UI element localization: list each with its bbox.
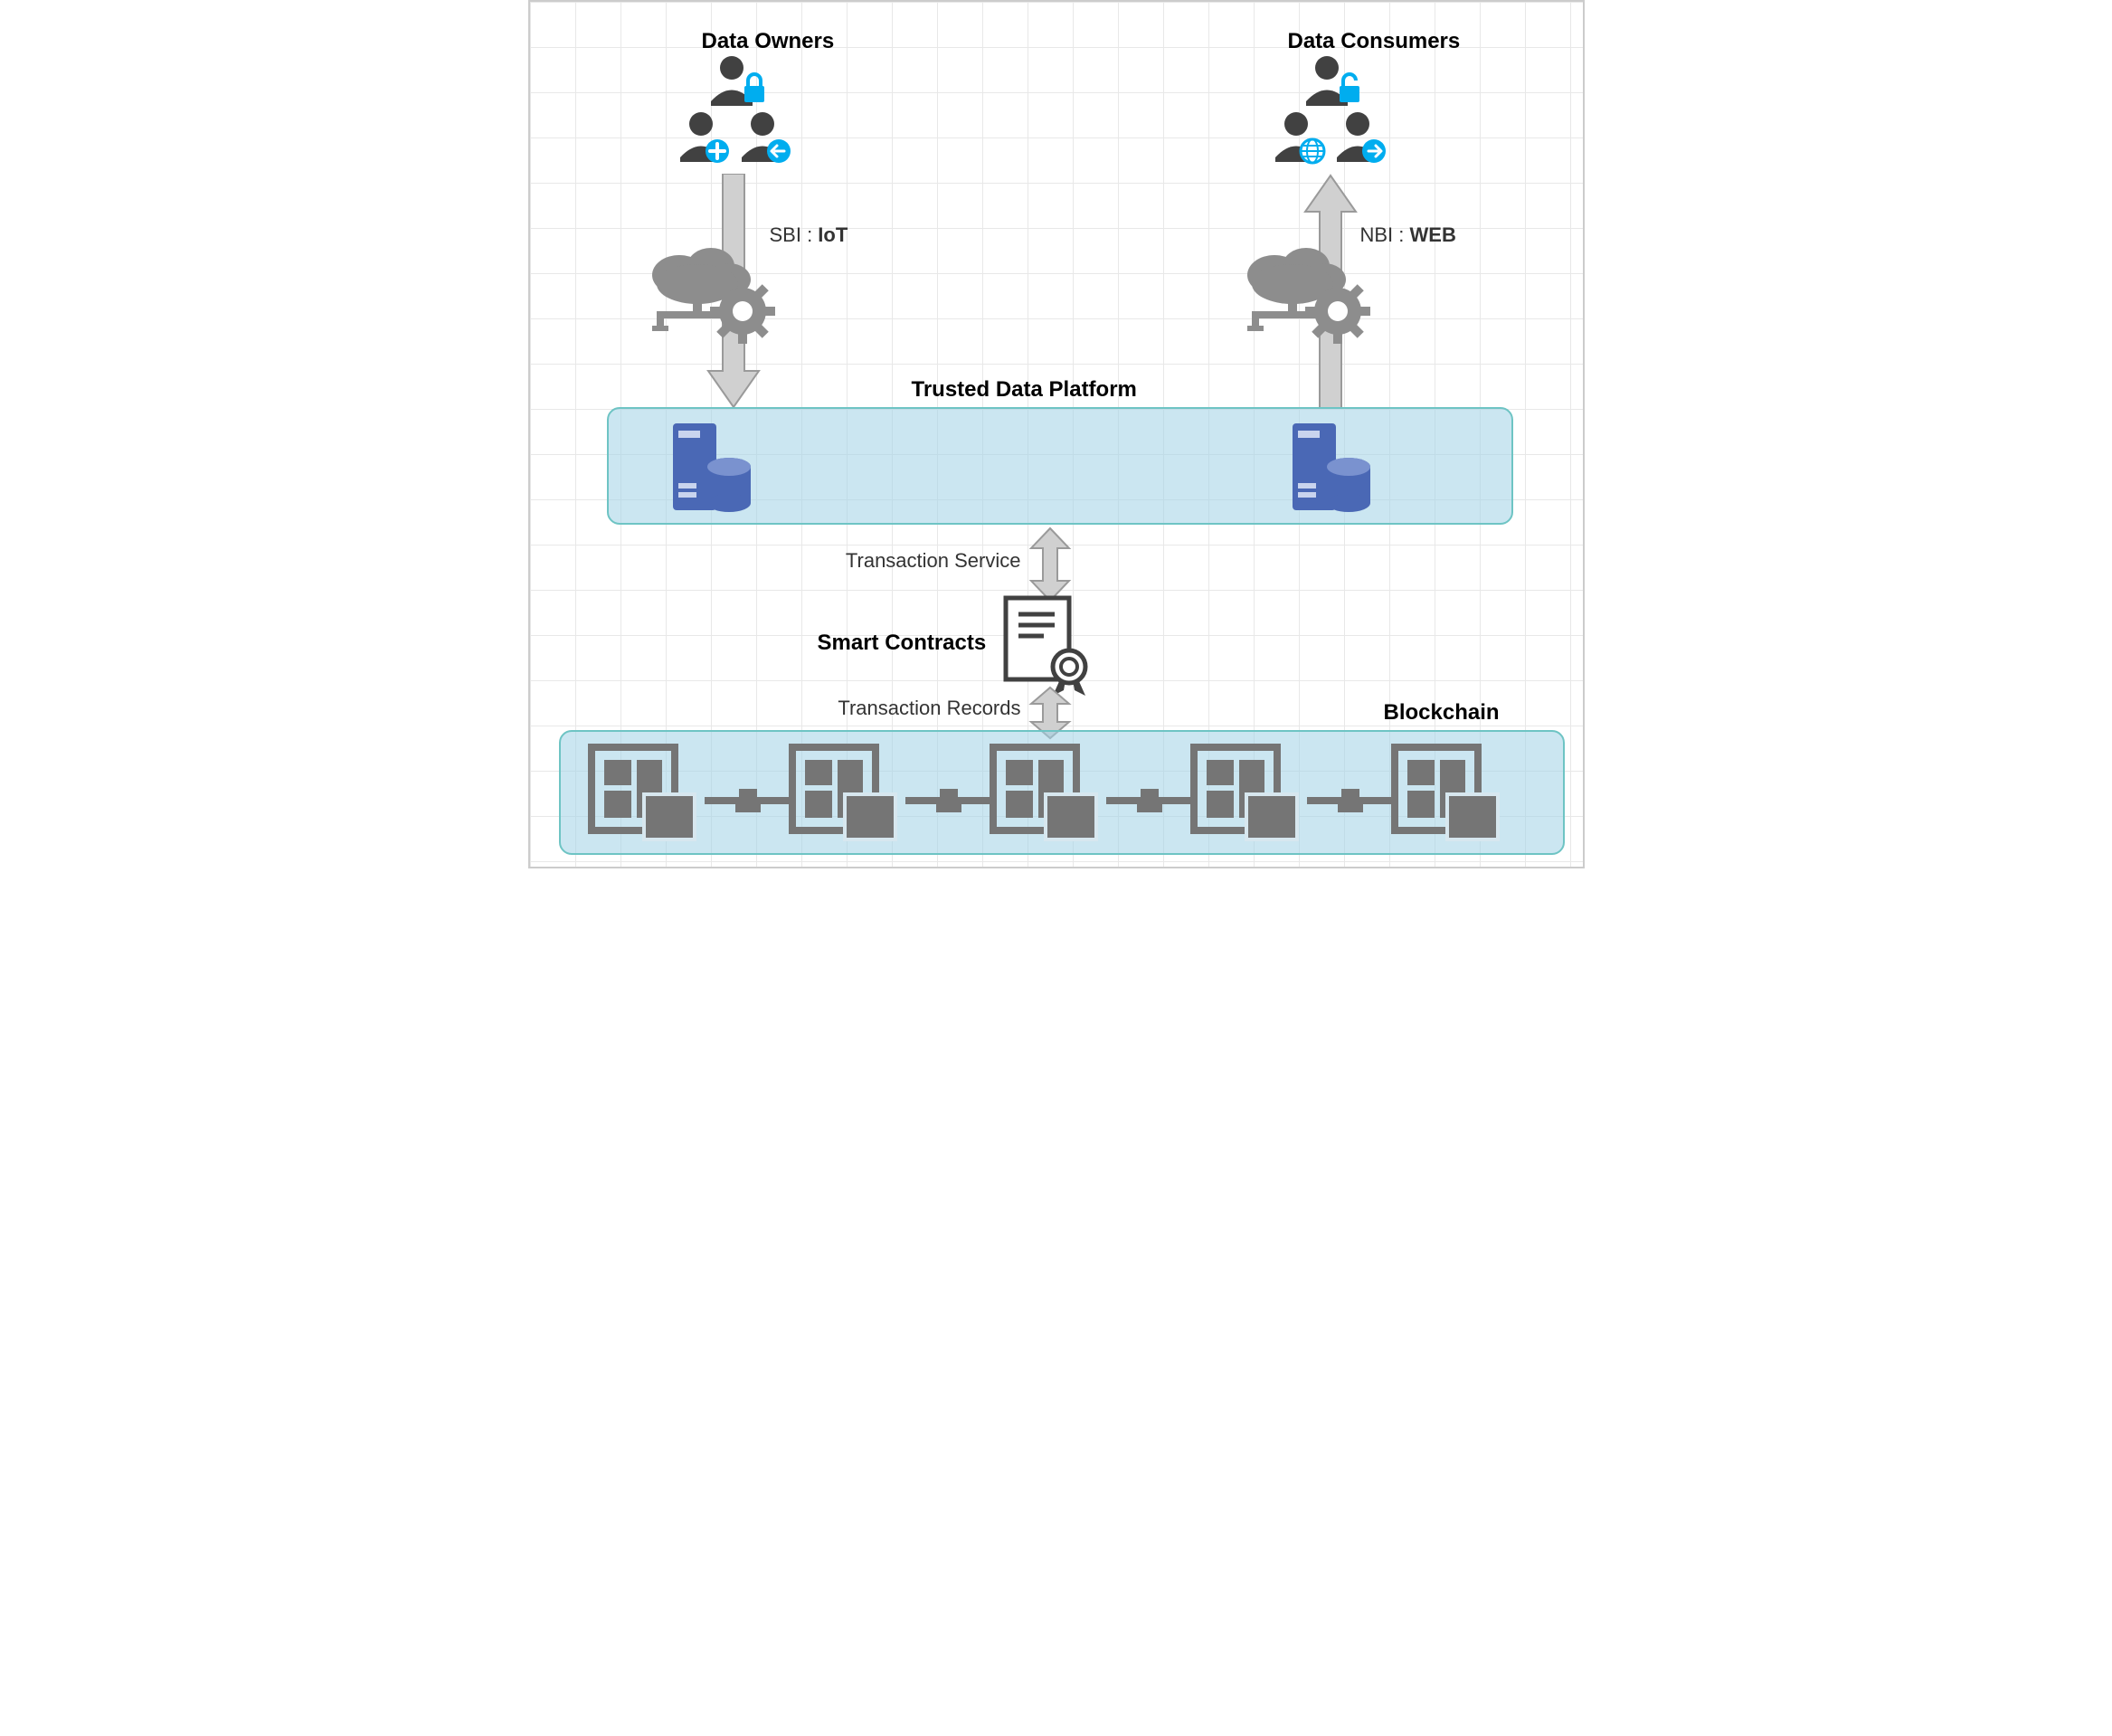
platform-title: Trusted Data Platform xyxy=(912,377,1137,403)
blockchain-connector-icon xyxy=(1106,787,1193,814)
blockchain-connector-icon xyxy=(705,787,791,814)
tx-service-label: Transaction Service xyxy=(795,549,1021,573)
blockchain-block-icon xyxy=(990,744,1107,845)
smart-contracts-label: Smart Contracts xyxy=(818,631,987,656)
data-consumers-title: Data Consumers xyxy=(1288,29,1461,54)
tx-service-arrow-icon xyxy=(1028,526,1073,602)
diagram-canvas: Data Owners Data Consumers xyxy=(528,0,1585,868)
data-owners-icon xyxy=(661,52,806,178)
server-left-icon xyxy=(666,420,756,515)
blockchain-title: Blockchain xyxy=(1384,700,1500,726)
owners-cloud-gear-icon xyxy=(630,239,783,356)
smart-contract-icon xyxy=(999,594,1107,698)
blockchain-block-icon xyxy=(1391,744,1509,845)
blockchain-block-icon xyxy=(789,744,906,845)
server-right-icon xyxy=(1285,420,1376,515)
consumers-cloud-gear-icon xyxy=(1225,239,1378,356)
data-consumers-icon xyxy=(1256,52,1401,178)
blockchain-block-icon xyxy=(588,744,706,845)
blockchain-block-icon xyxy=(1190,744,1308,845)
tx-records-label: Transaction Records xyxy=(781,697,1021,720)
data-owners-title: Data Owners xyxy=(702,29,835,54)
blockchain-connector-icon xyxy=(905,787,992,814)
blockchain-connector-icon xyxy=(1307,787,1394,814)
